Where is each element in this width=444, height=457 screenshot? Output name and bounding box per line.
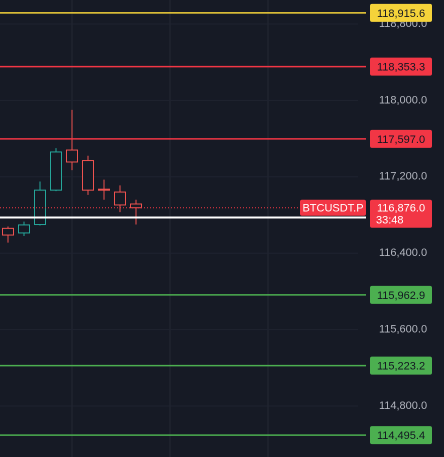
candle-body [82, 160, 94, 191]
price-label: 118,353.3 [377, 62, 425, 74]
candle-body [98, 188, 110, 191]
y-tick-label: 118,000.0 [379, 94, 427, 106]
price-label: 118,915.6 [377, 8, 425, 20]
candle-body [2, 227, 14, 236]
candle-body [18, 224, 30, 234]
candle-body [66, 149, 78, 163]
price-label-box [370, 129, 432, 148]
price-label: 117,597.0 [377, 134, 425, 146]
last-price-box [370, 199, 432, 228]
candle-body [114, 191, 126, 206]
symbol-box [300, 199, 366, 216]
price-label: 115,223.2 [377, 360, 425, 372]
price-label-box [370, 356, 432, 375]
countdown-label: 33:48 [376, 215, 404, 227]
candle-body [50, 151, 62, 191]
last-price-label: 116,876.0 [377, 203, 425, 215]
price-label-box [370, 426, 432, 445]
candle-body [130, 203, 142, 209]
y-tick-label: 116,400.0 [379, 247, 427, 259]
y-tick-label: 114,800.0 [379, 400, 427, 412]
symbol-label: BTCUSDT.P [302, 203, 363, 215]
price-label-box [370, 285, 432, 304]
price-label: 115,962.9 [377, 290, 425, 302]
y-tick-label: 117,200.0 [379, 171, 427, 183]
y-tick-label: 115,600.0 [379, 324, 427, 336]
price-label-box [370, 3, 432, 22]
price-label: 114,495.4 [377, 430, 425, 442]
price-label-box [370, 57, 432, 76]
